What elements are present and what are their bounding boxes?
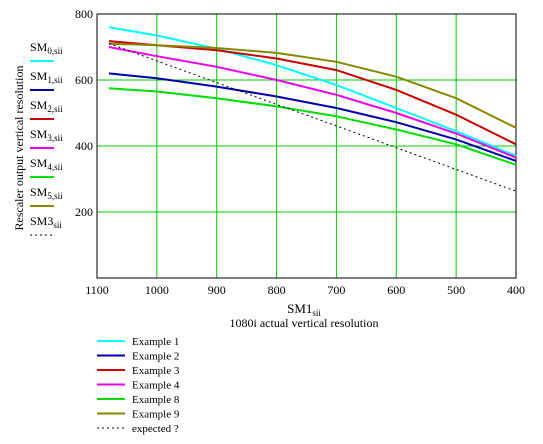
series-line-expected bbox=[108, 42, 517, 192]
x-axis-label-line2: 1080i actual vertical resolution bbox=[230, 316, 379, 330]
y-tick-labels: 200 400 600 800 bbox=[75, 7, 93, 219]
left-legend-label: SM1,sii bbox=[30, 69, 63, 85]
left-legend: SM0,sii SM1,sii SM2,sii SM3,sii SM4,sii SM5,s… bbox=[30, 40, 63, 236]
series-line-example-8 bbox=[108, 87, 517, 166]
y-tick-label: 200 bbox=[75, 205, 93, 219]
series-line-example-1 bbox=[108, 26, 517, 157]
x-tick-label: 900 bbox=[208, 283, 226, 297]
y-tick-label: 800 bbox=[75, 7, 93, 21]
bottom-legend-label: Example 9 bbox=[132, 409, 180, 421]
series-line-example-9 bbox=[108, 42, 517, 129]
y-tick-label: 600 bbox=[75, 73, 93, 87]
x-axis-label-sub: sii bbox=[312, 308, 321, 318]
bottom-legend: Example 1 Example 2 Example 3 Example 4 Exam… bbox=[97, 336, 180, 435]
x-tick-label: 700 bbox=[327, 283, 345, 297]
y-axis-label: Rescaler output vertical resolution bbox=[12, 66, 26, 231]
bottom-legend-label: Example 8 bbox=[132, 394, 180, 406]
x-axis-label: SM1sii bbox=[287, 301, 321, 318]
left-legend-label: SM4,sii bbox=[30, 156, 63, 172]
left-legend-label: SM0,sii bbox=[30, 40, 63, 56]
grid bbox=[96, 13, 517, 278]
bottom-legend-label: expected ? bbox=[132, 423, 179, 435]
bottom-legend-label: Example 4 bbox=[132, 380, 180, 392]
x-tick-label: 400 bbox=[507, 283, 525, 297]
series-line-example-4 bbox=[108, 46, 517, 159]
x-tick-labels: 1100 1000 900 800 700 600 500 400 bbox=[85, 283, 525, 297]
bottom-legend-label: Example 1 bbox=[132, 336, 179, 348]
plot-frame bbox=[96, 13, 517, 279]
left-legend-label: SM3sii bbox=[30, 214, 62, 230]
x-tick-label: 500 bbox=[447, 283, 465, 297]
x-axis-label-main: SM1 bbox=[287, 301, 312, 316]
bottom-legend-label: Example 2 bbox=[132, 351, 179, 363]
left-legend-label: SM3,sii bbox=[30, 127, 63, 143]
series-lines bbox=[108, 26, 517, 192]
x-tick-label: 800 bbox=[268, 283, 286, 297]
left-legend-label: SM5,sii bbox=[30, 185, 63, 201]
x-tick-label: 600 bbox=[387, 283, 405, 297]
y-tick-label: 400 bbox=[75, 139, 93, 153]
x-tick-label: 1100 bbox=[85, 283, 109, 297]
left-legend-label: SM2,sii bbox=[30, 98, 63, 114]
bottom-legend-label: Example 3 bbox=[132, 365, 180, 377]
series-line-example-2 bbox=[108, 72, 517, 162]
x-tick-label: 1000 bbox=[145, 283, 169, 297]
